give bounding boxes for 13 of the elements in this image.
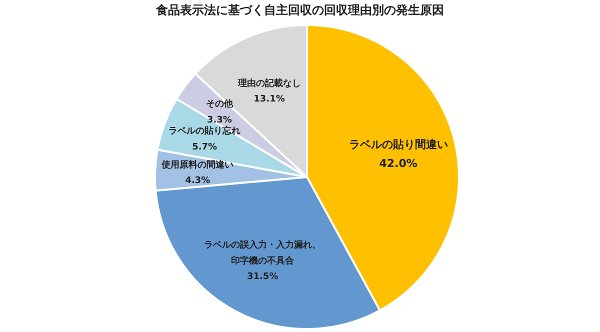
data-label: 31.5% xyxy=(246,272,278,282)
slice-label: ラベルの誤入力・入力漏れ、印字機の不具合 xyxy=(204,240,322,266)
slice-label: ラベルの貼り間違い xyxy=(348,138,448,151)
data-label: 4.3% xyxy=(185,176,210,186)
data-label: 13.1% xyxy=(254,94,285,105)
chart-title: 食品表示法に基づく自主回収の回収理由別の発生原因 xyxy=(155,3,444,17)
data-label: 3.3% xyxy=(206,115,232,126)
slice-label: 理由の記載なし xyxy=(236,78,301,89)
slice-label: その他 xyxy=(206,98,234,110)
data-label: 42.0% xyxy=(379,157,418,170)
slice-label: 使用原料の間違い xyxy=(160,159,234,170)
slice-label: ラベルの貼り忘れ xyxy=(168,126,241,137)
data-label: 5.7% xyxy=(192,142,218,152)
